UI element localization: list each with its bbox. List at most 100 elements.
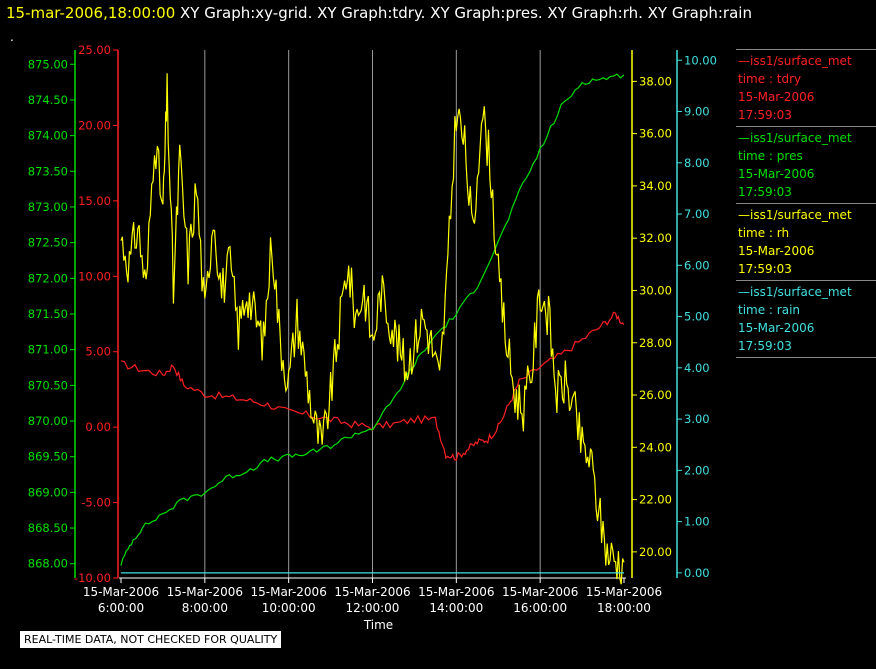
legend-line: 15-Mar-2006 xyxy=(738,242,876,260)
tdry-tick-label: 20.00 xyxy=(78,118,111,132)
legend-dash: — xyxy=(738,285,750,299)
legend-line: 17:59:03 xyxy=(738,106,876,124)
tdry-tick-label: -5.00 xyxy=(81,496,111,510)
chart-axes xyxy=(70,49,682,583)
chart-legend: —iss1/surface_met time : tdry 15-Mar-2006 1… xyxy=(736,49,876,358)
x-tick-label-time: 6:00:00 xyxy=(98,601,144,615)
legend-line: —iss1/surface_met xyxy=(738,129,876,147)
legend-var: time : rain xyxy=(738,303,801,317)
legend-line: time : rh xyxy=(738,224,876,242)
rain-tick-label: 4.00 xyxy=(684,361,710,375)
legend-line: 17:59:03 xyxy=(738,183,876,201)
tdry-tick-label: 5.00 xyxy=(85,345,111,359)
pres-tick-label: 869.00 xyxy=(28,485,68,499)
rain-tick-label: 3.00 xyxy=(684,412,710,426)
legend-dash: — xyxy=(738,54,750,68)
quality-note: REAL-TIME DATA, NOT CHECKED FOR QUALITY xyxy=(20,631,282,648)
x-tick-label-date: 15-Mar-2006 xyxy=(334,585,410,599)
chart-labels: 15-Mar-2006 6:00:00 15-Mar-2006 8:00:00 15-M… xyxy=(28,43,717,632)
rain-tick-label: 2.00 xyxy=(684,463,710,477)
pres-tick-label: 870.00 xyxy=(28,414,68,428)
x-tick-label-time: 10:00:00 xyxy=(262,601,316,615)
rh-tick-label: 32.00 xyxy=(639,231,672,245)
rh-tick-label: 34.00 xyxy=(639,179,672,193)
legend-line: 15-Mar-2006 xyxy=(738,88,876,106)
x-axis-label: Time xyxy=(363,618,393,632)
legend-line: 15-Mar-2006 xyxy=(738,165,876,183)
legend-source: iss1/surface_met xyxy=(750,208,852,222)
pres-tick-label: 868.00 xyxy=(28,557,68,571)
legend-source: iss1/surface_met xyxy=(750,54,852,68)
chart-series xyxy=(120,73,625,585)
series-line-pres xyxy=(120,73,625,566)
series-line-rh xyxy=(120,73,625,585)
title-graph-list: XY Graph:xy-grid. XY Graph:tdry. XY Grap… xyxy=(180,4,752,22)
x-tick-label-time: 18:00:00 xyxy=(597,601,651,615)
legend-dash: — xyxy=(738,208,750,222)
pres-tick-label: 868.50 xyxy=(28,521,68,535)
rain-tick-label: 6.00 xyxy=(684,258,710,272)
x-tick-label-time: 8:00:00 xyxy=(182,601,228,615)
legend-entry: —iss1/surface_met time : rh 15-Mar-2006 17:… xyxy=(736,203,876,280)
page-title: 15-mar-2006,18:00:00 XY Graph:xy-grid. X… xyxy=(6,4,752,22)
x-tick-label-time: 14:00:00 xyxy=(429,601,483,615)
rain-tick-label: 7.00 xyxy=(684,207,710,221)
legend-line: time : tdry xyxy=(738,70,876,88)
series-line-tdry xyxy=(120,311,625,461)
pres-tick-label: 871.50 xyxy=(28,307,68,321)
tdry-tick-label: 10.00 xyxy=(78,269,111,283)
legend-line: —iss1/surface_met xyxy=(738,206,876,224)
pres-tick-label: 871.00 xyxy=(28,343,68,357)
x-tick-label-time: 12:00:00 xyxy=(346,601,400,615)
legend-var: time : pres xyxy=(738,149,803,163)
tdry-tick-label: 25.00 xyxy=(78,43,111,57)
pres-tick-label: 872.00 xyxy=(28,271,68,285)
rh-tick-label: 36.00 xyxy=(639,127,672,141)
legend-time: 17:59:03 xyxy=(738,339,792,353)
pres-tick-label: 874.50 xyxy=(28,93,68,107)
rain-tick-label: 9.00 xyxy=(684,105,710,119)
x-tick-label-date: 15-Mar-2006 xyxy=(83,585,159,599)
x-tick-label-date: 15-Mar-2006 xyxy=(502,585,578,599)
title-datetime: 15-mar-2006,18:00:00 xyxy=(6,4,176,22)
legend-date: 15-Mar-2006 xyxy=(738,90,815,104)
rh-tick-label: 26.00 xyxy=(639,388,672,402)
x-tick-label-date: 15-Mar-2006 xyxy=(586,585,662,599)
tdry-tick-label: -10.00 xyxy=(74,571,111,585)
x-tick-label-time: 16:00:00 xyxy=(513,601,567,615)
pres-tick-label: 873.50 xyxy=(28,164,68,178)
pres-tick-label: 874.00 xyxy=(28,129,68,143)
rain-tick-label: 0.00 xyxy=(684,566,710,580)
pres-tick-label: 873.00 xyxy=(28,200,68,214)
legend-date: 15-Mar-2006 xyxy=(738,167,815,181)
rain-tick-label: 8.00 xyxy=(684,156,710,170)
rain-tick-label: 5.00 xyxy=(684,310,710,324)
legend-date: 15-Mar-2006 xyxy=(738,321,815,335)
tdry-tick-label: 0.00 xyxy=(85,420,111,434)
legend-line: 17:59:03 xyxy=(738,337,876,355)
legend-line: time : pres xyxy=(738,147,876,165)
rh-tick-label: 22.00 xyxy=(639,493,672,507)
legend-time: 17:59:03 xyxy=(738,108,792,122)
legend-var: time : rh xyxy=(738,226,790,240)
legend-source: iss1/surface_met xyxy=(750,285,852,299)
pres-tick-label: 869.50 xyxy=(28,450,68,464)
legend-source: iss1/surface_met xyxy=(750,131,852,145)
rh-tick-label: 30.00 xyxy=(639,283,672,297)
legend-dash: — xyxy=(738,131,750,145)
rain-tick-label: 1.00 xyxy=(684,515,710,529)
legend-var: time : tdry xyxy=(738,72,802,86)
legend-line: —iss1/surface_met xyxy=(738,283,876,301)
status-dot: . xyxy=(10,30,14,44)
pres-tick-label: 875.00 xyxy=(28,57,68,71)
x-tick-label-date: 15-Mar-2006 xyxy=(250,585,326,599)
pres-tick-label: 870.50 xyxy=(28,378,68,392)
x-tick-label-date: 15-Mar-2006 xyxy=(167,585,243,599)
rh-tick-label: 38.00 xyxy=(639,74,672,88)
pres-tick-label: 872.50 xyxy=(28,236,68,250)
chart-grid xyxy=(204,50,541,578)
